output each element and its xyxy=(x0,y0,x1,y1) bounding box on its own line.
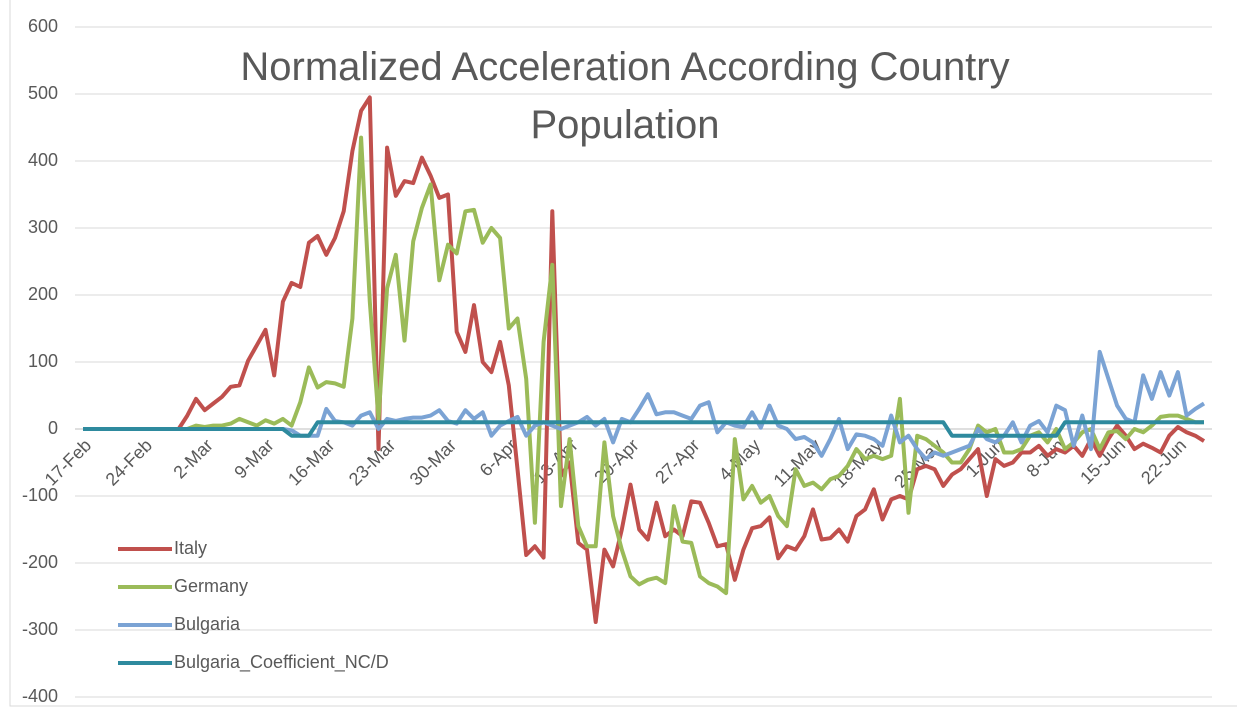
y-tick-label: -400 xyxy=(22,686,58,706)
y-tick-label: 200 xyxy=(28,284,58,304)
x-tick-label: 30-Mar xyxy=(406,435,460,489)
legend-label: Bulgaria xyxy=(174,614,241,634)
legend-label: Germany xyxy=(174,576,248,596)
x-tick-label: 20-Apr xyxy=(590,435,642,487)
x-tick-label: 9-Mar xyxy=(230,435,277,482)
x-tick-label: 24-Feb xyxy=(102,435,156,489)
y-tick-label: 300 xyxy=(28,217,58,237)
chart-title: Normalized Acceleration According Countr… xyxy=(240,45,1010,147)
y-tick-label: 500 xyxy=(28,83,58,103)
x-tick-label: 17-Feb xyxy=(41,435,95,489)
legend-label: Italy xyxy=(174,538,207,558)
chart-border xyxy=(9,0,1237,707)
series-line xyxy=(83,349,1206,462)
y-tick-label: 100 xyxy=(28,351,58,371)
x-tick-label: 2-Mar xyxy=(169,435,216,482)
y-tick-label: -100 xyxy=(22,485,58,505)
legend-label: Bulgaria_Coefficient_NC/D xyxy=(174,652,389,673)
x-tick-label: 16-Mar xyxy=(284,435,338,489)
y-tick-label: -300 xyxy=(22,619,58,639)
x-tick-label: 27-Apr xyxy=(651,435,703,487)
y-tick-label: 0 xyxy=(48,418,58,438)
series-line xyxy=(83,95,1206,624)
x-tick-label: 23-Mar xyxy=(345,435,399,489)
y-tick-label: 400 xyxy=(28,150,58,170)
series-line xyxy=(83,420,1204,438)
y-tick-label: -200 xyxy=(22,552,58,572)
series-line xyxy=(83,135,1204,596)
x-tick-label: 11-May xyxy=(770,435,826,491)
y-tick-label: 600 xyxy=(28,16,58,36)
